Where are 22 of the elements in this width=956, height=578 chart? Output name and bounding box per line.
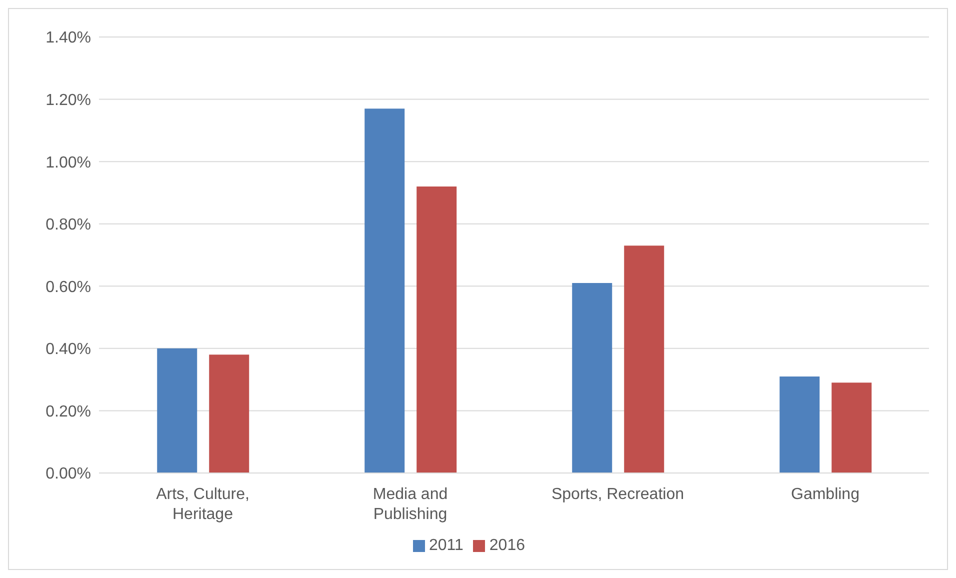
bar: [832, 382, 872, 473]
bar: [416, 186, 457, 473]
y-tick-label: 0.40%: [46, 341, 91, 358]
y-tick-label: 0.60%: [46, 278, 91, 296]
legend-label: 2016: [489, 537, 525, 554]
bar: [780, 376, 820, 473]
bar: [364, 108, 405, 473]
y-tick-label: 1.00%: [46, 154, 91, 172]
bar: [624, 246, 664, 473]
y-tick-label: 0.20%: [46, 403, 91, 420]
bar: [157, 348, 198, 473]
y-tick-label: 1.20%: [46, 92, 91, 109]
y-tick-label: 0.80%: [46, 216, 91, 234]
x-tick-label: Gambling: [791, 486, 860, 503]
bar: [572, 283, 612, 473]
x-tick-label: Media and Publishing: [372, 486, 448, 523]
y-tick-label: 0.00%: [46, 466, 91, 483]
y-tick-label: 1.40%: [46, 30, 91, 47]
bar: [209, 354, 250, 473]
x-tick-label: Sports, Recreation: [551, 486, 684, 503]
legend-label: 2011: [429, 537, 464, 554]
x-tick-label: Arts, Culture, Heritage: [156, 486, 250, 523]
